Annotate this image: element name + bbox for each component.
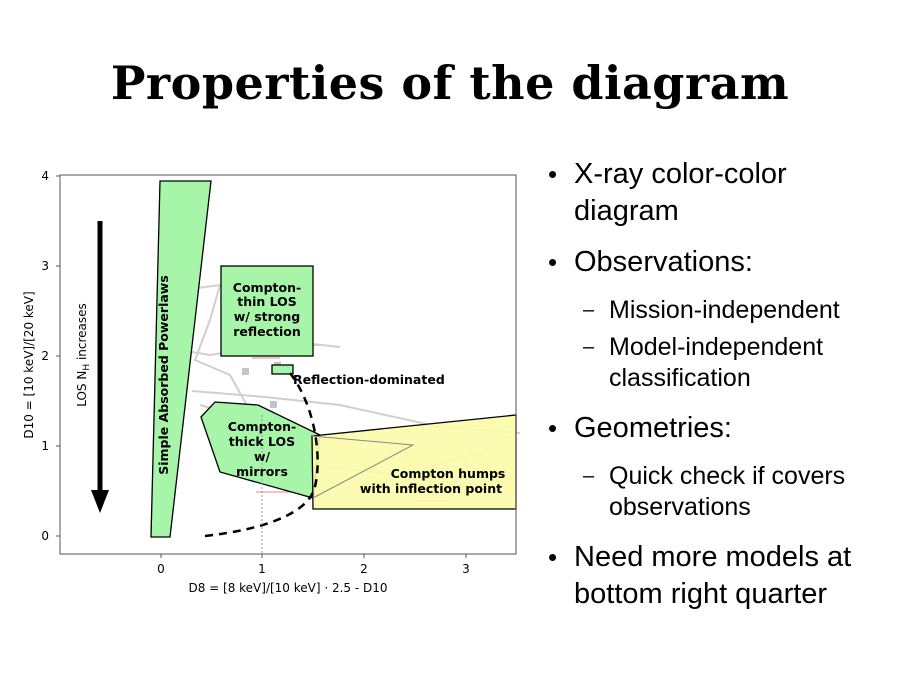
svg-text:Compton-: Compton- [233,280,301,295]
svg-text:mirrors: mirrors [236,464,288,479]
y-axis-label: D10 = [10 keV]/[20 keV] [22,291,36,438]
plot-frame [59,174,517,555]
x-tick-3: 3 [462,562,470,576]
compton-thick-label: Compton- thick LOS w/ mirrors [228,419,296,479]
svg-text:thin LOS: thin LOS [237,294,297,309]
compton-humps-label: Compton humps with inflection point [360,466,505,496]
bullet-need-more-models: Need more models at bottom right quarter [548,539,893,613]
x-tick-2: 2 [360,562,368,576]
svg-text:with inflection point: with inflection point [360,481,502,496]
x-tick-0: 0 [157,562,165,576]
y-tick-4: 4 [41,169,49,183]
x-axis-label: D8 = [8 keV]/[10 keV] · 2.5 - D10 [188,581,387,595]
axis-ticks [56,175,467,558]
nh-arrow-head [91,490,109,513]
simple-absorbed-label: Simple Absorbed Powerlaws [156,275,171,475]
y-tick-2: 2 [41,349,49,363]
svg-text:Compton-: Compton- [228,419,296,434]
x-tick-labels: 0 1 2 3 [157,562,470,576]
bullet-xray-diagram: X-ray color-color diagram [548,156,893,230]
color-color-diagram: 0 1 2 3 0 1 2 3 4 D8 = [8 keV]/[10 keV] … [22,169,521,595]
inflection-triangle [311,435,415,499]
simple-absorbed-region [150,180,212,538]
y-tick-1: 1 [41,439,49,453]
reflection-dominated-box [271,364,294,375]
reflection-dominated-label: Reflection-dominated [293,372,445,387]
sub-bullet-mission-independent: – Mission-independent [583,296,840,324]
dashed-boundary-curve [204,372,319,538]
compton-thin-region [220,265,314,357]
y-tick-0: 0 [41,529,49,543]
svg-text:thick LOS: thick LOS [229,434,295,449]
sub-bullet-model-independent: – Model-independent classification [583,333,824,392]
svg-text:w/ strong: w/ strong [234,309,300,324]
compton-thin-label: Compton- thin LOS w/ strong reflection [233,280,301,339]
svg-text:Compton humps: Compton humps [391,466,506,481]
bullet-list: X-ray color-color diagram Observations: … [548,156,893,627]
y-tick-3: 3 [41,259,49,273]
x-tick-1: 1 [258,562,266,576]
svg-text:reflection: reflection [233,324,301,339]
svg-text:w/: w/ [254,449,271,464]
bullet-observations: Observations: [548,244,893,281]
bullet-geometries: Geometries: [548,410,893,447]
nh-arrow-label: LOS NH increases [75,303,92,407]
y-tick-labels: 0 1 2 3 4 [41,169,49,543]
slide-title: Properties of the diagram [110,56,790,110]
sub-bullet-quick-check: – Quick check if covers observations [583,462,846,521]
